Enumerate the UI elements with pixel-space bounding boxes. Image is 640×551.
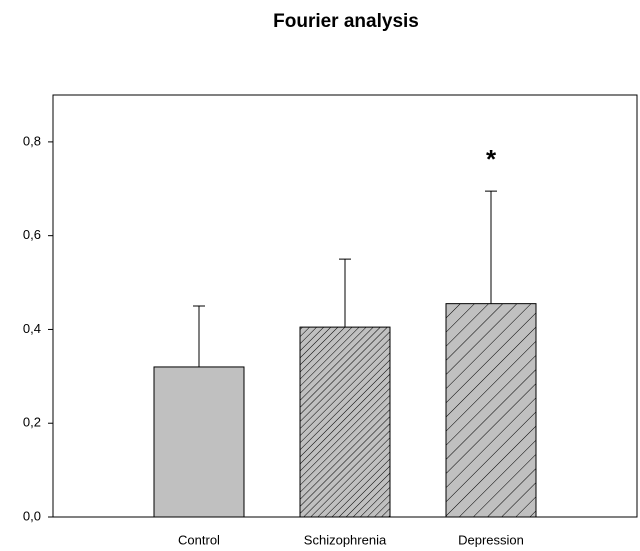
x-tick-label: Schizophrenia — [304, 532, 387, 547]
y-tick-label: 0,0 — [23, 508, 41, 523]
y-tick-label: 0,4 — [23, 321, 41, 336]
x-tick-label: Depression — [458, 532, 524, 547]
y-tick-label: 0,8 — [23, 133, 41, 148]
y-tick-label: 0,6 — [23, 227, 41, 242]
bar — [445, 303, 537, 518]
chart-title: Fourier analysis — [273, 11, 419, 32]
x-tick-label: Control — [178, 532, 220, 547]
bar — [299, 326, 391, 518]
bar — [153, 366, 245, 518]
y-tick-label: 0,2 — [23, 415, 41, 430]
annotation: * — [486, 144, 497, 174]
